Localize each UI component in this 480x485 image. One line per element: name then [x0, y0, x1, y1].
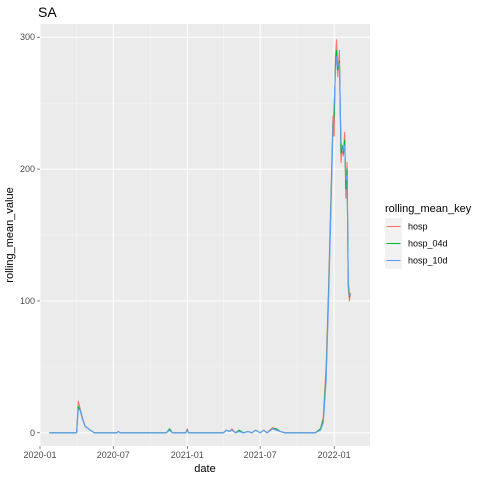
series-line-hosp_10d [49, 56, 351, 434]
legend-label: hosp [408, 222, 428, 232]
y-tick-label: 200 [20, 164, 35, 174]
legend: rolling_mean_key hosp hosp_04d hosp_10d [385, 203, 472, 269]
x-tick-label: 2021-07 [244, 450, 277, 460]
x-tick-label: 2022-01 [318, 450, 351, 460]
y-tick-label: 0 [30, 428, 35, 438]
x-tick-label: 2020-01 [23, 450, 56, 460]
legend-label: hosp_04d [408, 239, 448, 249]
legend-label: hosp_10d [408, 256, 448, 266]
x-tick-label: 2020-07 [97, 450, 130, 460]
axes: 0 100 200 300 2020-01 2020-07 2021-01 2021-07 20… [20, 32, 351, 460]
y-tick-label: 100 [20, 296, 35, 306]
y-axis-title: rolling_mean_value [4, 187, 16, 282]
legend-title: rolling_mean_key [385, 203, 472, 215]
y-tick-label: 300 [20, 32, 35, 42]
x-axis-title: date [194, 463, 215, 475]
chart-title: SA [38, 4, 57, 20]
x-tick-label: 2021-01 [171, 450, 204, 460]
series-lines [49, 39, 351, 434]
